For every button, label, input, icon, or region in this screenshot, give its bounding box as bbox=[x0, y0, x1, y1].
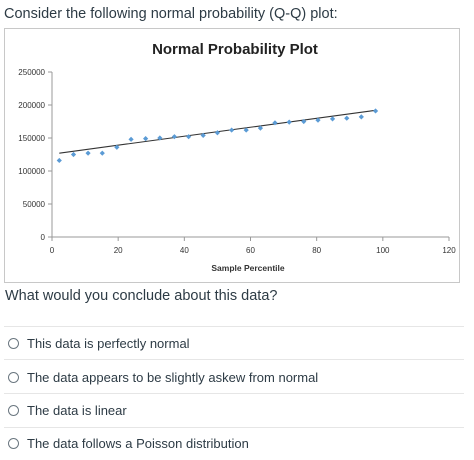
data-point bbox=[70, 151, 77, 158]
data-point bbox=[372, 108, 379, 114]
chart-container: Normal Probability Plot Sample Percentil… bbox=[4, 28, 460, 283]
data-point bbox=[171, 134, 178, 140]
data-point bbox=[186, 134, 192, 140]
x-axis-label: Sample Percentile bbox=[211, 263, 285, 273]
y-tick-label: 200000 bbox=[18, 101, 45, 110]
data-point bbox=[286, 119, 292, 125]
y-tick-label: 100000 bbox=[18, 167, 45, 176]
data-point bbox=[329, 116, 336, 122]
question-prompt: Consider the following normal probabilit… bbox=[4, 6, 338, 22]
x-tick-label: 20 bbox=[114, 246, 123, 255]
normal-probability-chart: Normal Probability Plot Sample Percentil… bbox=[18, 41, 456, 273]
x-tick-label: 40 bbox=[180, 246, 189, 255]
radio-button[interactable] bbox=[8, 437, 19, 449]
data-point bbox=[99, 150, 105, 156]
divider bbox=[4, 326, 464, 327]
x-tick-label: 60 bbox=[246, 246, 255, 255]
x-tick-label: 120 bbox=[442, 246, 456, 255]
data-point bbox=[315, 117, 321, 123]
x-tick-label: 100 bbox=[376, 246, 390, 255]
data-point bbox=[243, 127, 249, 133]
radio-button[interactable] bbox=[8, 337, 19, 349]
y-tick-label: 250000 bbox=[18, 68, 45, 77]
radio-button[interactable] bbox=[8, 404, 19, 416]
data-point bbox=[257, 125, 264, 131]
option-poisson[interactable]: The data follows a Poisson distribution bbox=[8, 434, 249, 452]
follow-up-question: What would you conclude about this data? bbox=[5, 288, 278, 304]
data-point bbox=[128, 136, 134, 142]
divider bbox=[4, 427, 464, 428]
data-point bbox=[229, 127, 235, 133]
data-point bbox=[214, 130, 221, 136]
radio-button[interactable] bbox=[8, 371, 19, 383]
data-point bbox=[85, 150, 91, 156]
data-point bbox=[56, 157, 62, 164]
option-label: This data is perfectly normal bbox=[27, 335, 190, 351]
chart-title: Normal Probability Plot bbox=[152, 41, 318, 58]
data-point bbox=[344, 115, 350, 121]
y-tick-label: 0 bbox=[41, 233, 46, 242]
option-label: The data is linear bbox=[27, 402, 127, 418]
y-tick-label: 50000 bbox=[23, 200, 46, 209]
divider bbox=[4, 359, 464, 360]
x-tick-label: 0 bbox=[50, 246, 55, 255]
x-tick-label: 80 bbox=[312, 246, 321, 255]
option-label: The data appears to be slightly askew fr… bbox=[27, 369, 319, 385]
divider bbox=[4, 393, 464, 394]
data-point bbox=[358, 114, 364, 120]
option-linear[interactable]: The data is linear bbox=[8, 401, 127, 419]
data-point bbox=[143, 136, 149, 142]
data-point bbox=[114, 144, 120, 150]
option-perfectly-normal[interactable]: This data is perfectly normal bbox=[8, 334, 190, 352]
data-point bbox=[272, 120, 278, 126]
option-slightly-askew[interactable]: The data appears to be slightly askew fr… bbox=[8, 368, 318, 386]
data-point bbox=[157, 135, 163, 141]
data-point bbox=[301, 118, 307, 125]
y-tick-label: 150000 bbox=[18, 134, 45, 143]
option-label: The data follows a Poisson distribution bbox=[27, 435, 249, 451]
